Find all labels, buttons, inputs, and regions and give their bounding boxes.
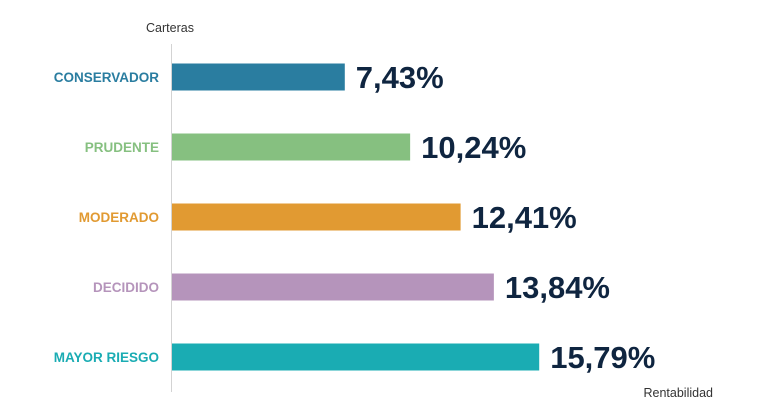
category-label-0: CONSERVADOR: [54, 70, 160, 85]
value-label-2: 12,41%: [472, 200, 577, 235]
value-label-4: 15,79%: [550, 340, 655, 375]
bar-4: [172, 343, 540, 371]
category-label-2: MODERADO: [79, 210, 159, 225]
value-label-1: 10,24%: [421, 130, 526, 165]
category-label-4: MAYOR RIESGO: [54, 350, 159, 365]
category-label-1: PRUDENTE: [85, 140, 159, 155]
y-axis-title: Carteras: [146, 21, 194, 35]
bar-2: [172, 203, 461, 231]
value-label-0: 7,43%: [356, 60, 444, 95]
category-label-3: DECIDIDO: [93, 280, 159, 295]
bar-3: [172, 273, 494, 301]
value-label-3: 13,84%: [505, 270, 610, 305]
x-axis-title: Rentabilidad: [644, 386, 714, 400]
bars-group: CONSERVADOR 7,43% PRUDENTE 10,24% MODERADO 12…: [54, 60, 656, 375]
bar-0: [172, 63, 345, 91]
bar-1: [172, 133, 411, 161]
